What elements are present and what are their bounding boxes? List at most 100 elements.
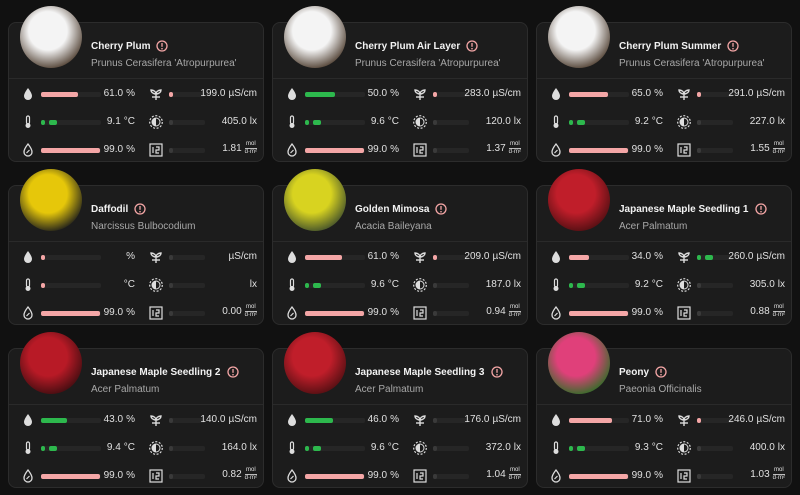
plant-name: Peony [619,366,650,378]
humidity-number: 99.0 [631,470,652,481]
plant-photo [20,332,82,394]
dli-number: 1.55 [750,143,770,154]
dli-number: 1.04 [486,469,506,480]
warning-icon[interactable] [754,203,767,215]
plant-card[interactable]: Cherry Plum Air Layer Prunus Cerasifera '… [272,6,528,162]
illuminance-bar [169,120,173,125]
moisture-unit: % [390,88,399,99]
temperature-bar-track [305,283,365,288]
illuminance-bar-track [433,446,469,451]
dli-bar [697,311,701,316]
illuminance-icon [677,278,691,292]
temperature-number: 9.1 [106,116,121,127]
illuminance-bar [169,283,173,288]
plant-name: Golden Mimosa [355,203,430,215]
plant-card[interactable]: Cherry Plum Summer Prunus Cerasifera 'Atr… [536,6,792,162]
moisture-bar-track [41,255,101,260]
plant-species: Acer Palmatum [355,384,424,395]
humidity-bar-track [305,311,365,316]
warning-icon[interactable] [727,40,739,52]
conductivity-unit: µS/cm [756,414,785,425]
separator [273,78,527,79]
temperature-icon [289,278,295,291]
plant-photo [548,169,610,231]
dli-unit: mol d·m² [773,304,785,319]
temperature-icon [289,441,295,454]
plant-name: Japanese Maple Seedling 2 [91,366,221,378]
humidity-value: 99.0% [632,144,663,155]
plant-photo [284,332,346,394]
dli-icon [413,469,427,483]
dli-bar [697,148,701,153]
conductivity-icon [150,415,162,426]
warning-icon[interactable] [655,366,667,378]
temperature-icon [25,115,31,128]
dli-unit: mol d·m² [245,141,257,156]
dli-bar [433,148,437,153]
warning-icon[interactable] [466,40,478,52]
temperature-unit: °C [387,442,399,453]
humidity-bar [569,148,629,153]
warning-icon[interactable] [435,203,448,215]
humidity-unit: % [390,470,399,481]
unit-numerator: mol [772,304,785,312]
temperature-icon [553,115,559,128]
dli-bar [169,311,173,316]
plant-photo [20,169,82,231]
moisture-number: 43.0 [103,414,124,425]
plant-name-row: Japanese Maple Seedling 2 [91,366,239,378]
illuminance-bar-track [169,283,205,288]
illuminance-icon [149,441,163,455]
dli-unit: mol d·m² [773,141,785,156]
humidity-unit: % [654,470,663,481]
dli-value: 0.94 mol d·m² [486,304,521,319]
plant-name-row: Cherry Plum Summer [619,40,739,52]
temperature-icon [289,115,295,128]
humidity-number: 99.0 [103,470,124,481]
dli-bar-track [433,311,469,316]
moisture-icon [552,414,560,426]
conductivity-value: 283.0 µS/cm [464,88,521,99]
plant-card[interactable]: Peony Paeonia Officinalis 71.0% 246.0 µS/cm 9… [536,332,792,488]
illuminance-icon [413,441,427,455]
moisture-value: 43.0% [104,414,135,425]
warning-icon[interactable] [226,366,239,378]
plant-card[interactable]: Cherry Plum Prunus Cerasifera 'Atropurpur… [8,6,264,162]
illuminance-value: 164.0 lx [222,442,257,453]
dli-number: 1.37 [486,143,506,154]
plant-card[interactable]: Japanese Maple Seedling 3 Acer Palmatum 46… [272,332,528,488]
dli-number: 1.81 [222,143,242,154]
plant-card[interactable]: Daffodil Narcissus Bulbocodium% µS/cm °C lx 9… [8,169,264,325]
plant-card[interactable]: Golden Mimosa Acacia Baileyana 61.0% 209.0 µ… [272,169,528,325]
moisture-value: 71.0% [632,414,663,425]
temperature-bar-segment [577,283,585,288]
conductivity-bar [169,418,173,423]
humidity-value: 99.0% [632,470,663,481]
temperature-bar-segment [49,120,57,125]
plant-species: Narcissus Bulbocodium [91,221,196,232]
conductivity-unit: µS/cm [756,88,785,99]
warning-icon[interactable] [490,366,503,378]
conductivity-icon [414,415,426,426]
warning-icon[interactable] [134,203,146,215]
moisture-bar-track [41,418,101,423]
temperature-bar-segment [577,120,585,125]
plant-card[interactable]: Japanese Maple Seedling 1 Acer Palmatum 34… [536,169,792,325]
humidity-bar-track [305,148,365,153]
conductivity-unit: µS/cm [492,251,521,262]
humidity-number: 99.0 [367,470,388,481]
conductivity-bar-track [433,418,469,423]
conductivity-bar-segment [705,255,713,260]
temperature-bar [569,120,573,125]
plant-photo [548,332,610,394]
humidity-unit: % [390,307,399,318]
plant-photo [284,6,346,68]
temperature-bar-segment [577,446,585,451]
temperature-bar-track [305,446,365,451]
plant-species: Acacia Baileyana [355,221,432,232]
plant-name-row: Golden Mimosa [355,203,448,215]
moisture-icon [288,88,296,100]
warning-icon[interactable] [156,40,169,52]
plant-card[interactable]: Japanese Maple Seedling 2 Acer Palmatum 43… [8,332,264,488]
